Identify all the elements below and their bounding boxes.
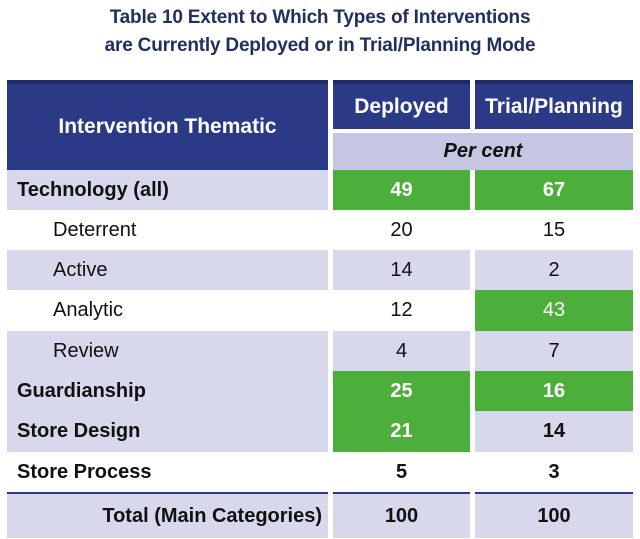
table-title-line1: Table 10 Extent to Which Types of Interv… (109, 7, 531, 28)
table-row-deterrent: Deterrent 20 15 (7, 210, 633, 250)
row-label: Store Design (7, 411, 328, 452)
row-label: Store Process (7, 452, 328, 492)
cell-trial: 14 (475, 411, 633, 452)
row-label: Technology (all) (7, 170, 328, 210)
interventions-table: Intervention Thematic Deployed Trial/Pla… (7, 80, 633, 538)
row-label: Review (7, 331, 328, 371)
row-label: Total (Main Categories) (7, 492, 328, 538)
cell-trial: 7 (475, 331, 633, 371)
table-row-store-design: Store Design 21 14 (7, 411, 633, 452)
cell-deployed: 5 (333, 452, 470, 492)
table-row-active: Active 14 2 (7, 250, 633, 290)
table-row-store-process: Store Process 5 3 (7, 452, 633, 492)
cell-deployed: 12 (333, 290, 470, 331)
cell-deployed: 25 (333, 371, 470, 411)
cell-trial: 67 (475, 170, 633, 210)
cell-trial: 15 (475, 210, 633, 250)
table-row-review: Review 4 7 (7, 331, 633, 371)
cell-deployed: 100 (333, 492, 470, 538)
table-row-total: Total (Main Categories) 100 100 (7, 492, 633, 538)
cell-trial: 100 (475, 492, 633, 538)
table-row-analytic: Analytic 12 43 (7, 290, 633, 331)
cell-deployed: 21 (333, 411, 470, 452)
header-intervention-thematic: Intervention Thematic (7, 80, 328, 170)
row-label: Guardianship (7, 371, 328, 411)
cell-trial: 43 (475, 290, 633, 331)
table-row-technology: Technology (all) 49 67 (7, 170, 633, 210)
table-title: Table 10 Extent to Which Types of Interv… (0, 4, 640, 60)
header-trial-planning: Trial/Planning (475, 80, 633, 129)
cell-trial: 2 (475, 250, 633, 290)
cell-deployed: 20 (333, 210, 470, 250)
cell-trial: 3 (475, 452, 633, 492)
cell-deployed: 4 (333, 331, 470, 371)
cell-deployed: 49 (333, 170, 470, 210)
row-label: Analytic (7, 290, 328, 331)
row-label: Deterrent (7, 210, 328, 250)
cell-deployed: 14 (333, 250, 470, 290)
header-unit-per-cent: Per cent (333, 133, 633, 170)
table-title-line2: are Currently Deployed or in Trial/Plann… (104, 35, 536, 56)
table-row-guardianship: Guardianship 25 16 (7, 371, 633, 411)
cell-trial: 16 (475, 371, 633, 411)
header-deployed: Deployed (333, 80, 470, 129)
row-label: Active (7, 250, 328, 290)
